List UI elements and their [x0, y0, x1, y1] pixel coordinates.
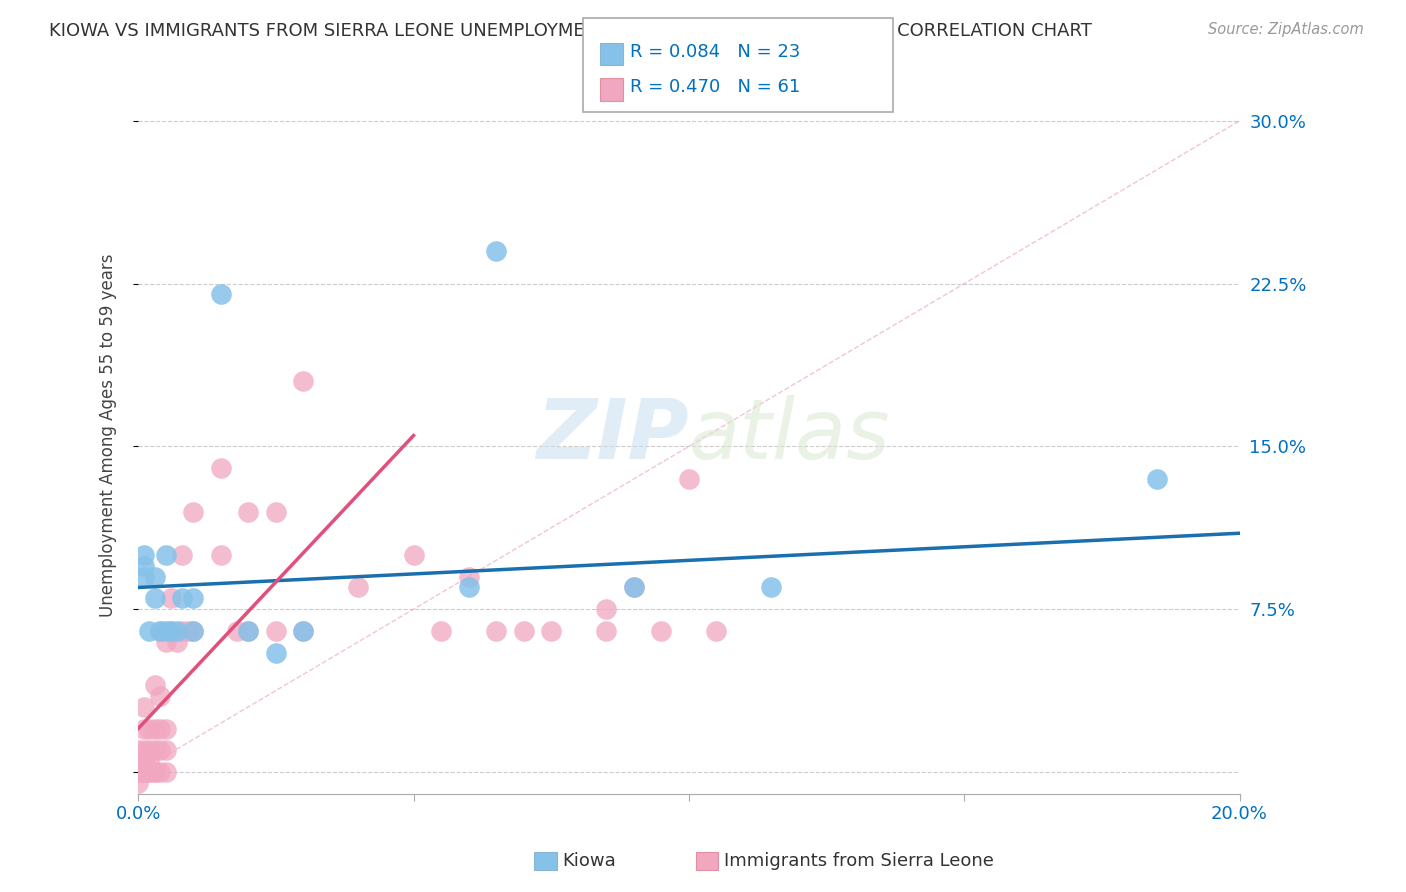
- Point: [132, 764, 155, 779]
- Point: [132, 764, 155, 779]
- Point: [540, 624, 562, 638]
- Point: [127, 743, 149, 757]
- Point: [138, 754, 160, 768]
- Point: [181, 624, 204, 638]
- Point: [155, 548, 177, 562]
- Point: [143, 591, 166, 606]
- Point: [138, 624, 160, 638]
- Point: [132, 764, 155, 779]
- Point: [264, 624, 287, 638]
- Point: [155, 634, 177, 648]
- Point: [143, 678, 166, 692]
- Point: [143, 764, 166, 779]
- Text: KIOWA VS IMMIGRANTS FROM SIERRA LEONE UNEMPLOYMENT AMONG AGES 55 TO 59 YEARS COR: KIOWA VS IMMIGRANTS FROM SIERRA LEONE UN…: [49, 22, 1092, 40]
- Y-axis label: Unemployment Among Ages 55 to 59 years: Unemployment Among Ages 55 to 59 years: [100, 254, 117, 617]
- Point: [181, 504, 204, 518]
- Point: [160, 591, 183, 606]
- Point: [149, 624, 172, 638]
- Point: [181, 591, 204, 606]
- Point: [172, 548, 194, 562]
- Text: Immigrants from Sierra Leone: Immigrants from Sierra Leone: [724, 852, 994, 870]
- Point: [155, 743, 177, 757]
- Point: [155, 722, 177, 736]
- Point: [132, 699, 155, 714]
- Text: R = 0.470   N = 61: R = 0.470 N = 61: [630, 78, 800, 96]
- Point: [127, 776, 149, 790]
- Point: [706, 624, 728, 638]
- Point: [595, 602, 617, 616]
- Point: [238, 624, 260, 638]
- Point: [172, 624, 194, 638]
- Text: Source: ZipAtlas.com: Source: ZipAtlas.com: [1208, 22, 1364, 37]
- Point: [155, 764, 177, 779]
- Point: [143, 743, 166, 757]
- Point: [226, 624, 249, 638]
- Point: [457, 581, 479, 595]
- Point: [430, 624, 453, 638]
- Point: [149, 722, 172, 736]
- Point: [292, 374, 315, 388]
- Point: [155, 624, 177, 638]
- Point: [264, 646, 287, 660]
- Point: [347, 581, 370, 595]
- Point: [238, 504, 260, 518]
- Point: [181, 624, 204, 638]
- Point: [132, 548, 155, 562]
- Point: [678, 472, 700, 486]
- Point: [650, 624, 672, 638]
- Point: [209, 287, 232, 301]
- Text: atlas: atlas: [689, 395, 890, 476]
- Point: [127, 764, 149, 779]
- Point: [595, 624, 617, 638]
- Text: Kiowa: Kiowa: [562, 852, 616, 870]
- Point: [264, 504, 287, 518]
- Point: [238, 624, 260, 638]
- Point: [132, 558, 155, 573]
- Point: [143, 722, 166, 736]
- Point: [149, 764, 172, 779]
- Point: [623, 581, 645, 595]
- Point: [132, 722, 155, 736]
- Point: [457, 569, 479, 583]
- Point: [1146, 472, 1168, 486]
- Point: [761, 581, 783, 595]
- Point: [485, 244, 508, 258]
- Point: [143, 764, 166, 779]
- Point: [292, 624, 315, 638]
- Text: R = 0.084   N = 23: R = 0.084 N = 23: [630, 43, 800, 61]
- Point: [177, 624, 200, 638]
- Text: ZIP: ZIP: [536, 395, 689, 476]
- Point: [166, 624, 188, 638]
- Point: [149, 689, 172, 703]
- Point: [166, 634, 188, 648]
- Point: [132, 743, 155, 757]
- Point: [149, 743, 172, 757]
- Point: [149, 624, 172, 638]
- Point: [485, 624, 508, 638]
- Point: [512, 624, 534, 638]
- Point: [132, 754, 155, 768]
- Point: [402, 548, 425, 562]
- Point: [138, 764, 160, 779]
- Point: [209, 461, 232, 475]
- Point: [160, 624, 183, 638]
- Point: [209, 548, 232, 562]
- Point: [623, 581, 645, 595]
- Point: [292, 624, 315, 638]
- Point: [172, 591, 194, 606]
- Point: [138, 722, 160, 736]
- Point: [143, 569, 166, 583]
- Point: [138, 764, 160, 779]
- Point: [127, 754, 149, 768]
- Point: [132, 569, 155, 583]
- Point: [138, 743, 160, 757]
- Point: [127, 764, 149, 779]
- Point: [160, 624, 183, 638]
